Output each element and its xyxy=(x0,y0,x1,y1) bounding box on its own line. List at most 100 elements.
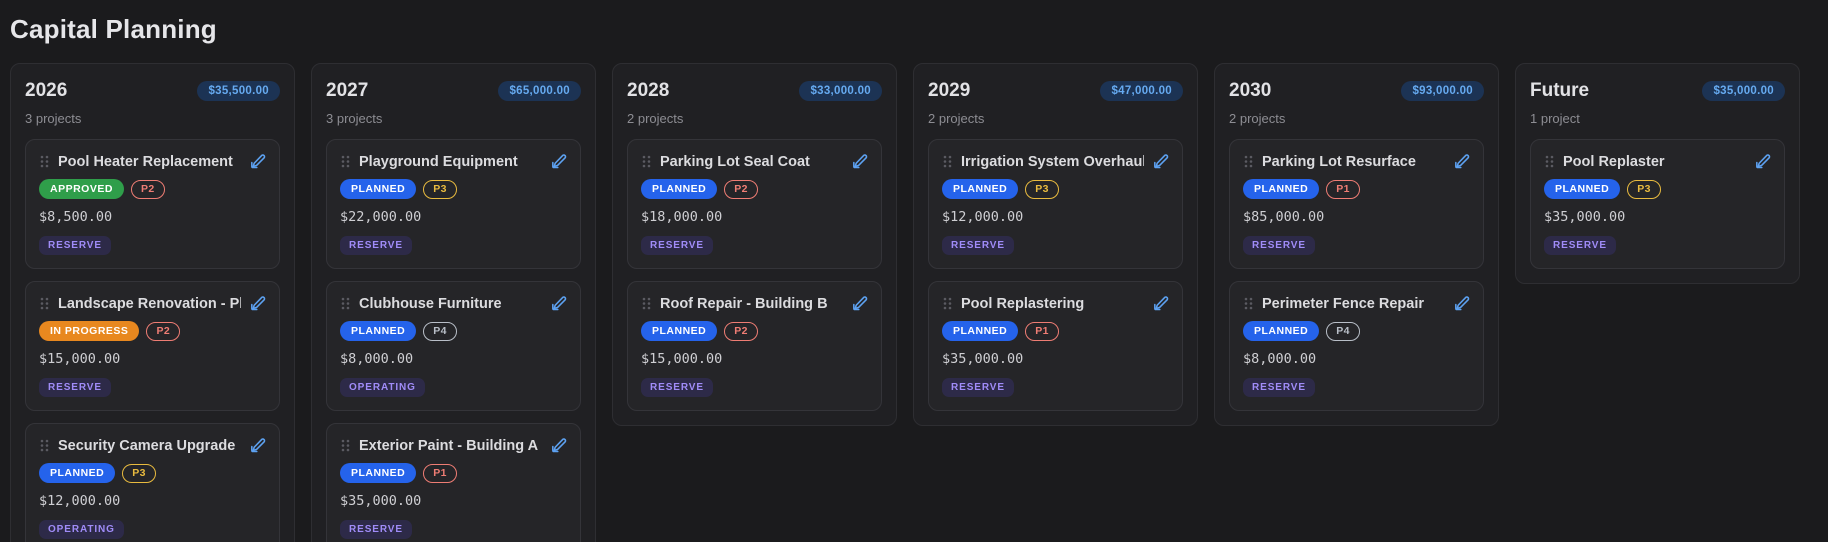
project-title: Security Camera Upgrade xyxy=(58,437,236,454)
project-title: Pool Replaster xyxy=(1563,153,1665,170)
project-card[interactable]: Security Camera Upgrade PLANNED P3 $12,0… xyxy=(25,423,280,542)
project-title: Clubhouse Furniture xyxy=(359,295,502,312)
project-amount: $15,000.00 xyxy=(641,351,723,367)
project-amount: $12,000.00 xyxy=(942,209,1024,225)
project-title: Pool Replastering xyxy=(961,295,1085,312)
card-badge-row: PLANNED P4 xyxy=(1243,321,1470,341)
project-card[interactable]: Exterior Paint - Building A PLANNED P1 $… xyxy=(326,423,581,542)
project-amount: $35,000.00 xyxy=(942,351,1024,367)
status-badge: PLANNED xyxy=(340,321,417,341)
edit-button[interactable] xyxy=(1754,153,1771,170)
column-budget-badge: $93,000.00 xyxy=(1401,81,1484,101)
drag-handle-icon[interactable] xyxy=(39,296,50,311)
drag-handle-icon[interactable] xyxy=(942,154,953,169)
fund-badge: RESERVE xyxy=(942,236,1014,255)
edit-button[interactable] xyxy=(1453,295,1470,312)
project-card[interactable]: Irrigation System Overhaul PLANNED P3 $1… xyxy=(928,139,1183,269)
edit-button[interactable] xyxy=(550,153,567,170)
column-header: 2026 $35,500.00 xyxy=(25,80,280,102)
fund-badge: RESERVE xyxy=(39,236,111,255)
project-title: Roof Repair - Building B xyxy=(660,295,828,312)
project-card[interactable]: Playground Equipment PLANNED P3 $22,000.… xyxy=(326,139,581,269)
edit-button[interactable] xyxy=(851,153,868,170)
drag-handle-icon[interactable] xyxy=(641,154,652,169)
project-card[interactable]: Perimeter Fence Repair PLANNED P4 $8,000… xyxy=(1229,281,1484,411)
fund-badge: RESERVE xyxy=(340,236,412,255)
drag-handle-icon[interactable] xyxy=(942,296,953,311)
edit-button[interactable] xyxy=(1453,153,1470,170)
card-badge-row: PLANNED P1 xyxy=(1243,179,1470,199)
project-card[interactable]: Pool Replaster PLANNED P3 $35,000.00 RES… xyxy=(1530,139,1785,269)
fund-badge: OPERATING xyxy=(39,520,124,539)
project-title: Irrigation System Overhaul xyxy=(961,153,1144,170)
column-title: 2026 xyxy=(25,80,68,101)
priority-badge: P3 xyxy=(1025,179,1059,199)
card-title-row: Perimeter Fence Repair xyxy=(1243,295,1470,312)
card-title-row: Security Camera Upgrade xyxy=(39,437,266,454)
fund-badge: RESERVE xyxy=(39,378,111,397)
fund-badge: RESERVE xyxy=(641,236,713,255)
fund-badge: RESERVE xyxy=(1243,236,1315,255)
year-column: 2026 $35,500.00 3 projects Pool Heater R… xyxy=(10,63,295,542)
drag-handle-icon[interactable] xyxy=(39,154,50,169)
card-title-row: Clubhouse Furniture xyxy=(340,295,567,312)
project-amount: $35,000.00 xyxy=(340,493,422,509)
project-card[interactable]: Clubhouse Furniture PLANNED P4 $8,000.00… xyxy=(326,281,581,411)
edit-button[interactable] xyxy=(851,295,868,312)
column-budget-badge: $33,000.00 xyxy=(799,81,882,101)
column-card-list: Pool Replaster PLANNED P3 $35,000.00 RES… xyxy=(1530,139,1785,269)
column-budget-badge: $35,000.00 xyxy=(1702,81,1785,101)
edit-button[interactable] xyxy=(1152,295,1169,312)
priority-badge: P1 xyxy=(423,463,457,483)
card-title-row: Pool Replaster xyxy=(1544,153,1771,170)
drag-handle-icon[interactable] xyxy=(1544,154,1555,169)
project-title: Parking Lot Resurface xyxy=(1262,153,1416,170)
card-title-row: Parking Lot Seal Coat xyxy=(641,153,868,170)
edit-button[interactable] xyxy=(249,153,266,170)
project-card[interactable]: Pool Heater Replacement APPROVED P2 $8,5… xyxy=(25,139,280,269)
drag-handle-icon[interactable] xyxy=(641,296,652,311)
card-title-row: Exterior Paint - Building A xyxy=(340,437,567,454)
drag-handle-icon[interactable] xyxy=(340,438,351,453)
card-title-row: Playground Equipment xyxy=(340,153,567,170)
edit-button[interactable] xyxy=(1152,153,1169,170)
edit-button[interactable] xyxy=(249,295,266,312)
edit-button[interactable] xyxy=(550,295,567,312)
card-badge-row: PLANNED P3 xyxy=(942,179,1169,199)
edit-button[interactable] xyxy=(249,437,266,454)
project-title: Exterior Paint - Building A xyxy=(359,437,539,454)
card-badge-row: APPROVED P2 xyxy=(39,179,266,199)
project-amount: $15,000.00 xyxy=(39,351,121,367)
column-title: 2028 xyxy=(627,80,670,101)
drag-handle-icon[interactable] xyxy=(1243,154,1254,169)
project-card[interactable]: Parking Lot Resurface PLANNED P1 $85,000… xyxy=(1229,139,1484,269)
column-budget-badge: $35,500.00 xyxy=(197,81,280,101)
priority-badge: P2 xyxy=(130,179,165,199)
card-fund-row: RESERVE xyxy=(942,377,1169,397)
card-fund-row: OPERATING xyxy=(340,377,567,397)
project-card[interactable]: Pool Replastering PLANNED P1 $35,000.00 … xyxy=(928,281,1183,411)
card-fund-row: RESERVE xyxy=(340,519,567,539)
fund-badge: RESERVE xyxy=(641,378,713,397)
drag-handle-icon[interactable] xyxy=(340,296,351,311)
card-fund-row: RESERVE xyxy=(39,377,266,397)
card-fund-row: RESERVE xyxy=(340,235,567,255)
year-column: Future $35,000.00 1 project Pool Replast… xyxy=(1515,63,1800,284)
column-project-count: 1 project xyxy=(1530,111,1580,126)
drag-handle-icon[interactable] xyxy=(1243,296,1254,311)
card-fund-row: RESERVE xyxy=(39,235,266,255)
card-badge-row: PLANNED P1 xyxy=(340,463,567,483)
column-card-list: Parking Lot Resurface PLANNED P1 $85,000… xyxy=(1229,139,1484,411)
column-card-list: Irrigation System Overhaul PLANNED P3 $1… xyxy=(928,139,1183,411)
project-card[interactable]: Parking Lot Seal Coat PLANNED P2 $18,000… xyxy=(627,139,882,269)
fund-badge: RESERVE xyxy=(1243,378,1315,397)
project-amount: $8,000.00 xyxy=(340,351,414,367)
card-badge-row: PLANNED P3 xyxy=(340,179,567,199)
edit-button[interactable] xyxy=(550,437,567,454)
drag-handle-icon[interactable] xyxy=(340,154,351,169)
project-card[interactable]: Roof Repair - Building B PLANNED P2 $15,… xyxy=(627,281,882,411)
status-badge: PLANNED xyxy=(641,321,718,341)
project-card[interactable]: Landscape Renovation - Pha... IN PROGRES… xyxy=(25,281,280,411)
status-badge: PLANNED xyxy=(340,179,417,199)
drag-handle-icon[interactable] xyxy=(39,438,50,453)
